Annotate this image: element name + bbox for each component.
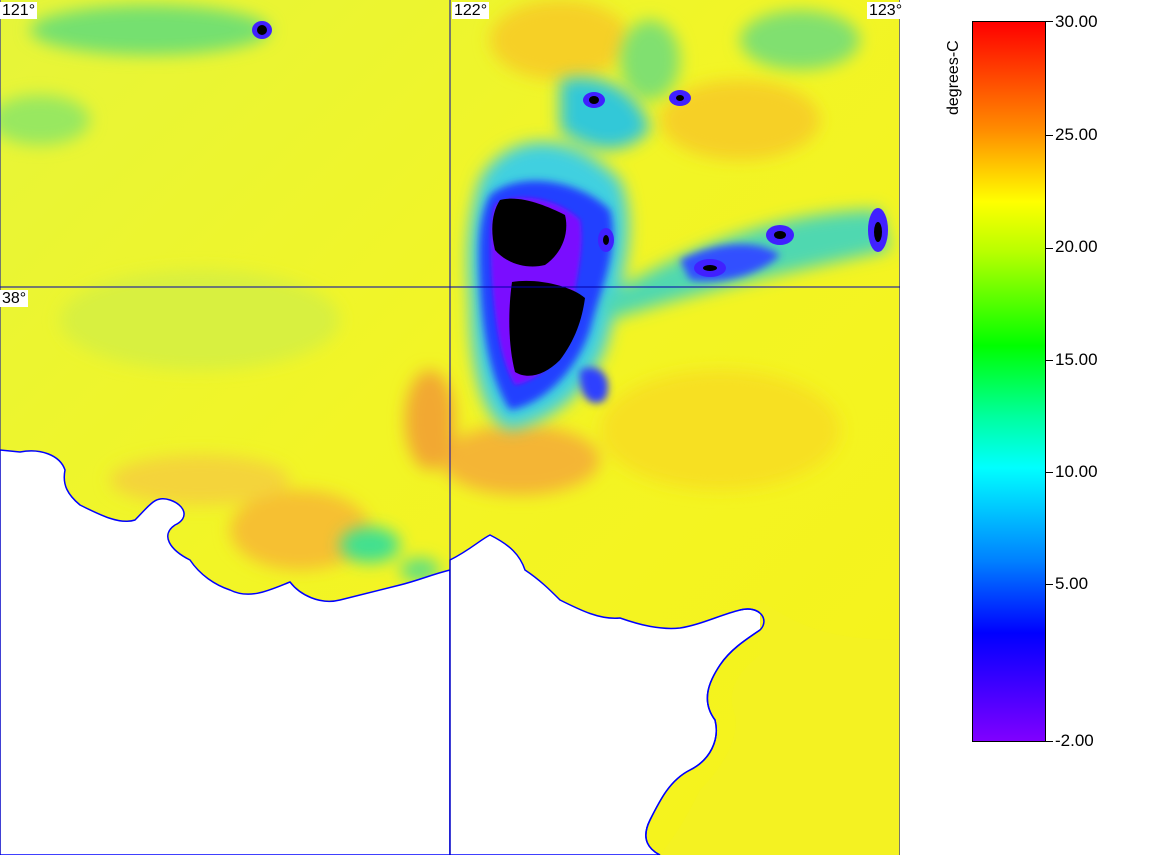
tick-label-20: 20.00: [1055, 237, 1098, 256]
tick-mark: [1045, 584, 1053, 585]
tick-label-25: 25.00: [1055, 125, 1098, 144]
cold-eddies: [252, 21, 888, 277]
latitude-label-38: 38°: [0, 290, 29, 307]
longitude-label-123: 123°: [867, 2, 905, 19]
longitude-label-121: 121°: [0, 2, 38, 19]
tick-label-15: 15.00: [1055, 350, 1098, 369]
tick-label-10: 10.00: [1055, 462, 1098, 481]
coastline-east: [645, 608, 765, 855]
tick-label-5: 5.00: [1055, 574, 1089, 593]
colorbar: [972, 21, 1046, 743]
sst-map: [0, 0, 900, 855]
tick-label-minus2: -2.00: [1055, 731, 1094, 750]
cold-core-south: [509, 280, 585, 376]
warm-patches: [110, 0, 840, 570]
sea-lower-right: [660, 600, 900, 855]
longitude-label-122: 122°: [452, 2, 490, 19]
land: [0, 449, 765, 855]
tick-mark: [1045, 248, 1053, 249]
tick-mark: [1045, 135, 1053, 136]
colorbar-unit-label: degrees-C: [945, 40, 962, 115]
graticule: [0, 0, 900, 855]
cold-core-north: [492, 198, 567, 267]
tick-label-30: 30.00: [1055, 12, 1098, 31]
tick-mark: [1045, 360, 1053, 361]
colorbar-gradient: [972, 21, 1046, 742]
tick-mark: [1045, 472, 1053, 473]
tick-mark: [1045, 741, 1053, 742]
landmass-west: [0, 449, 451, 855]
tick-mark: [1045, 21, 1053, 22]
cold-plume: [468, 77, 890, 430]
